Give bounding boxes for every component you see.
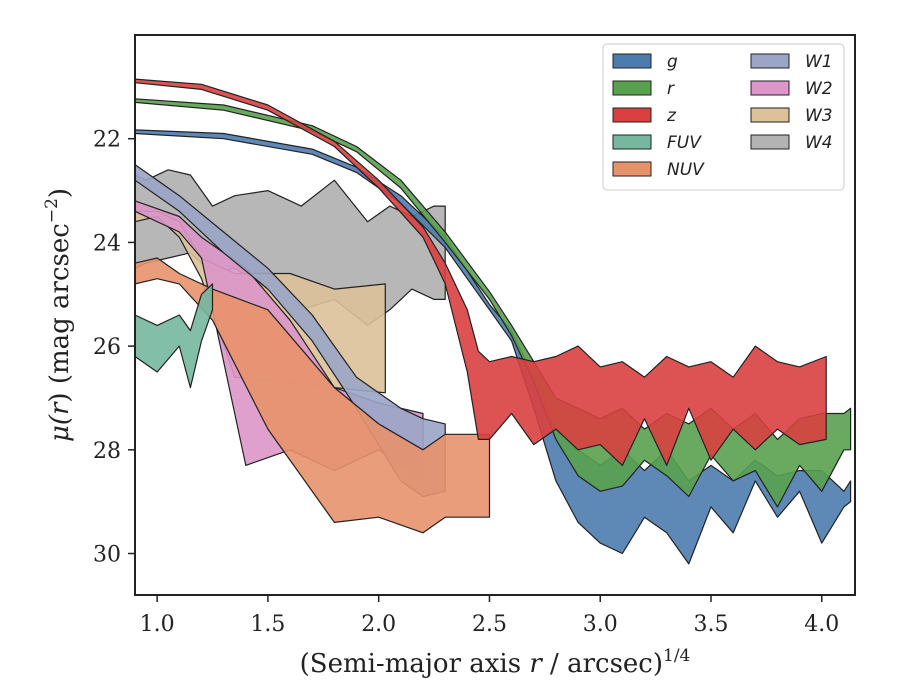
legend-swatch-r <box>612 80 652 96</box>
y-tick-label: 26 <box>93 335 121 360</box>
legend-label-g: g <box>667 52 678 72</box>
legend-label-z: z <box>666 106 677 126</box>
y-axis-label: μ(r) (mag arcsec−2) <box>42 188 75 442</box>
plot-frame <box>134 34 856 596</box>
x-tick-label: 3.5 <box>694 612 729 637</box>
y-tick-label: 28 <box>93 439 121 464</box>
y-tick-label: 30 <box>93 543 121 568</box>
legend-label-nuv: NUV <box>667 160 705 180</box>
legend-swatch-w2 <box>750 80 790 96</box>
y-axis-ticks: 22 24 26 28 30 <box>93 128 135 568</box>
legend-swatch-z <box>612 107 652 123</box>
legend-label-w3: W3 <box>805 106 833 126</box>
legend-label-w4: W4 <box>805 133 833 153</box>
legend-swatch-g <box>612 53 652 69</box>
y-tick-label: 24 <box>93 231 121 256</box>
x-axis-ticks: 1.0 1.5 2.0 2.5 3.0 3.5 4.0 <box>140 595 839 637</box>
x-tick-label: 1.5 <box>250 612 285 637</box>
legend-label-w1: W1 <box>805 52 833 72</box>
series-band-z <box>135 78 827 466</box>
y-tick-label: 22 <box>93 128 121 153</box>
legend-swatch-w4 <box>750 134 790 150</box>
legend-label-fuv: FUV <box>667 133 702 153</box>
x-tick-label: 1.0 <box>140 612 175 637</box>
x-tick-label: 4.0 <box>804 612 839 637</box>
series-layer <box>135 78 852 565</box>
legend-swatch-w3 <box>750 107 790 123</box>
legend-swatch-w1 <box>750 53 790 69</box>
x-tick-label: 2.0 <box>361 612 396 637</box>
legend-label-w2: W2 <box>805 79 833 99</box>
x-tick-label: 2.5 <box>472 612 507 637</box>
legend-swatch-fuv <box>612 134 652 150</box>
legend-label-r: r <box>667 79 675 99</box>
series-band-fuv <box>135 283 214 389</box>
series-band-nuv <box>135 257 491 534</box>
x-tick-label: 3.0 <box>583 612 618 637</box>
legend-swatch-nuv <box>612 161 652 177</box>
x-axis-label: (Semi-major axis r / arcsec)1/4 <box>300 646 691 679</box>
legend: grz FUV NUV W1 W2 W3 W4 <box>602 43 845 191</box>
